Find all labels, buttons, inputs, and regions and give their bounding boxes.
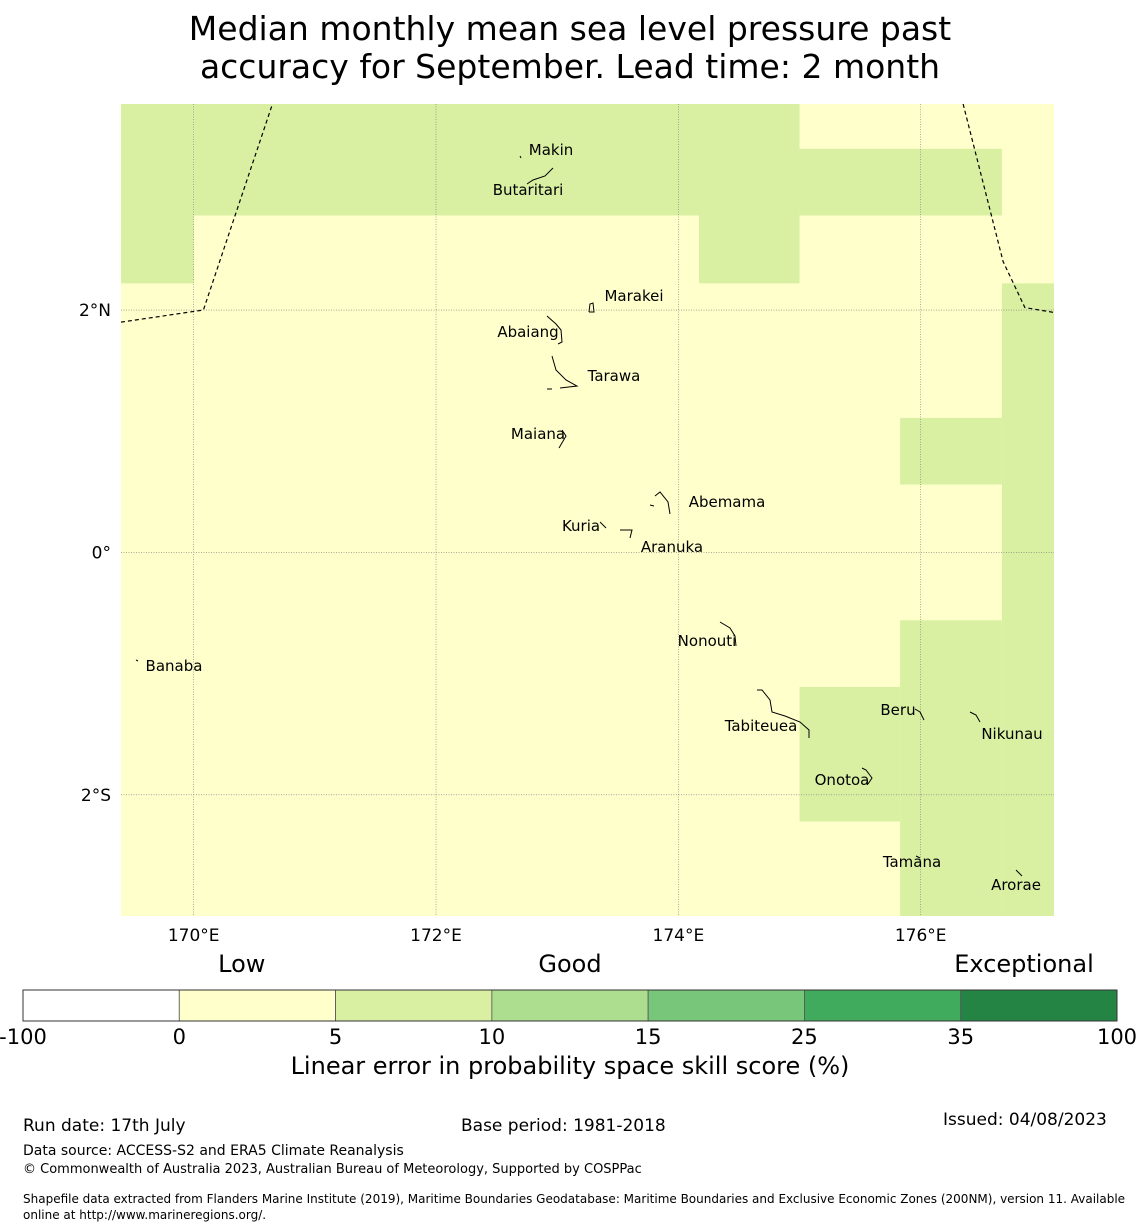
colorbar-tick-label: 10 bbox=[478, 1025, 505, 1049]
island-label: Nikunau bbox=[981, 725, 1042, 743]
colorbar-tick-label: -100 bbox=[0, 1025, 47, 1049]
island-outline bbox=[519, 155, 522, 159]
shapefile-credit: Shapefile data extracted from Flanders M… bbox=[23, 1191, 1125, 1223]
lon-tick-label: 170°E bbox=[168, 926, 220, 946]
skill-cell bbox=[1001, 283, 1054, 916]
island-label: Makin bbox=[529, 141, 574, 159]
island-outline bbox=[654, 491, 671, 515]
colorbar-segment bbox=[335, 989, 493, 1022]
run-date: Run date: 17th July bbox=[23, 1116, 186, 1136]
copyright: © Commonwealth of Australia 2023, Austra… bbox=[23, 1162, 642, 1177]
lat-tick-label: 2°S bbox=[81, 786, 111, 806]
island-label: Banaba bbox=[146, 657, 203, 675]
skill-cell bbox=[900, 620, 1002, 916]
island-outline bbox=[599, 521, 607, 529]
island-outline bbox=[558, 429, 567, 449]
island-outline bbox=[526, 167, 554, 185]
island-outline bbox=[914, 708, 925, 721]
island-outline bbox=[969, 711, 981, 723]
island-label: Maiana bbox=[511, 425, 565, 443]
colorbar-segment bbox=[647, 989, 805, 1022]
island-outline bbox=[915, 855, 921, 859]
island-outline bbox=[649, 504, 655, 507]
colorbar-segment bbox=[804, 989, 962, 1022]
data-source: Data source: ACCESS-S2 and ERA5 Climate … bbox=[23, 1143, 404, 1159]
island-label: Kuria bbox=[562, 517, 600, 535]
lon-tick-label: 174°E bbox=[653, 926, 705, 946]
lat-tick-label: 2°N bbox=[79, 301, 111, 321]
skill-cell bbox=[799, 148, 1002, 216]
colorbar-segment bbox=[178, 989, 336, 1022]
island-label: Marakei bbox=[604, 287, 663, 305]
island-outline bbox=[135, 659, 139, 662]
colorbar-segment bbox=[960, 989, 1118, 1022]
skill-cell bbox=[900, 417, 1002, 485]
island-label: Aranuka bbox=[641, 538, 703, 556]
island-outline bbox=[620, 529, 633, 539]
island-outline bbox=[1015, 869, 1023, 877]
island-outline bbox=[588, 302, 595, 313]
colorbar-category-label: Exceptional bbox=[954, 950, 1094, 978]
island-label: Onotoa bbox=[815, 771, 870, 789]
skill-cell bbox=[799, 686, 901, 822]
base-period: Base period: 1981-2018 bbox=[461, 1116, 666, 1136]
colorbar-tick-label: 0 bbox=[173, 1025, 186, 1049]
skill-cell bbox=[193, 104, 800, 216]
colorbar-tick-label: 100 bbox=[1097, 1025, 1137, 1049]
colorbar-title: Linear error in probability space skill … bbox=[290, 1052, 850, 1080]
island-outline bbox=[551, 355, 579, 389]
colorbar-category-label: Low bbox=[218, 950, 265, 978]
issued-date: Issued: 04/08/2023 bbox=[943, 1110, 1107, 1130]
shapefile-line-1: Shapefile data extracted from Flanders M… bbox=[23, 1192, 1126, 1206]
island-outline bbox=[861, 767, 873, 785]
colorbar-category-label: Good bbox=[538, 950, 601, 978]
island-label: Butaritari bbox=[493, 181, 564, 199]
title-line-2: accuracy for September. Lead time: 2 mon… bbox=[199, 47, 941, 86]
skill-cell bbox=[121, 104, 194, 284]
colorbar-tick-label: 5 bbox=[329, 1025, 342, 1049]
chart-title: Median monthly mean sea level pressure p… bbox=[0, 10, 1140, 86]
island-label: Tamana bbox=[882, 853, 941, 871]
island-label: Abaiang bbox=[497, 323, 558, 341]
colorbar-tick-label: 25 bbox=[791, 1025, 818, 1049]
skill-cell bbox=[698, 215, 800, 284]
island-outline bbox=[719, 621, 737, 647]
island-label: Nonouti bbox=[678, 632, 737, 650]
colorbar-frame bbox=[22, 989, 1118, 1022]
shapefile-line-2: online at http://www.marineregions.org/. bbox=[23, 1208, 267, 1222]
island-label: Tarawa bbox=[587, 367, 641, 385]
island-label: Tabiteuea bbox=[724, 717, 798, 735]
island-label: Abemama bbox=[689, 493, 766, 511]
colorbar-tick-label: 35 bbox=[947, 1025, 974, 1049]
island-label: Beru bbox=[880, 701, 915, 719]
island-outline bbox=[546, 315, 563, 345]
island-outline bbox=[757, 689, 810, 738]
lat-tick-label: 0° bbox=[92, 543, 111, 563]
title-line-1: Median monthly mean sea level pressure p… bbox=[188, 9, 952, 48]
colorbar-segment bbox=[491, 989, 649, 1022]
lon-tick-label: 172°E bbox=[410, 926, 462, 946]
lon-tick-label: 176°E bbox=[895, 926, 947, 946]
colorbar-tick-label: 15 bbox=[635, 1025, 662, 1049]
colorbar-segment bbox=[22, 989, 180, 1022]
island-label: Arorae bbox=[991, 876, 1041, 894]
